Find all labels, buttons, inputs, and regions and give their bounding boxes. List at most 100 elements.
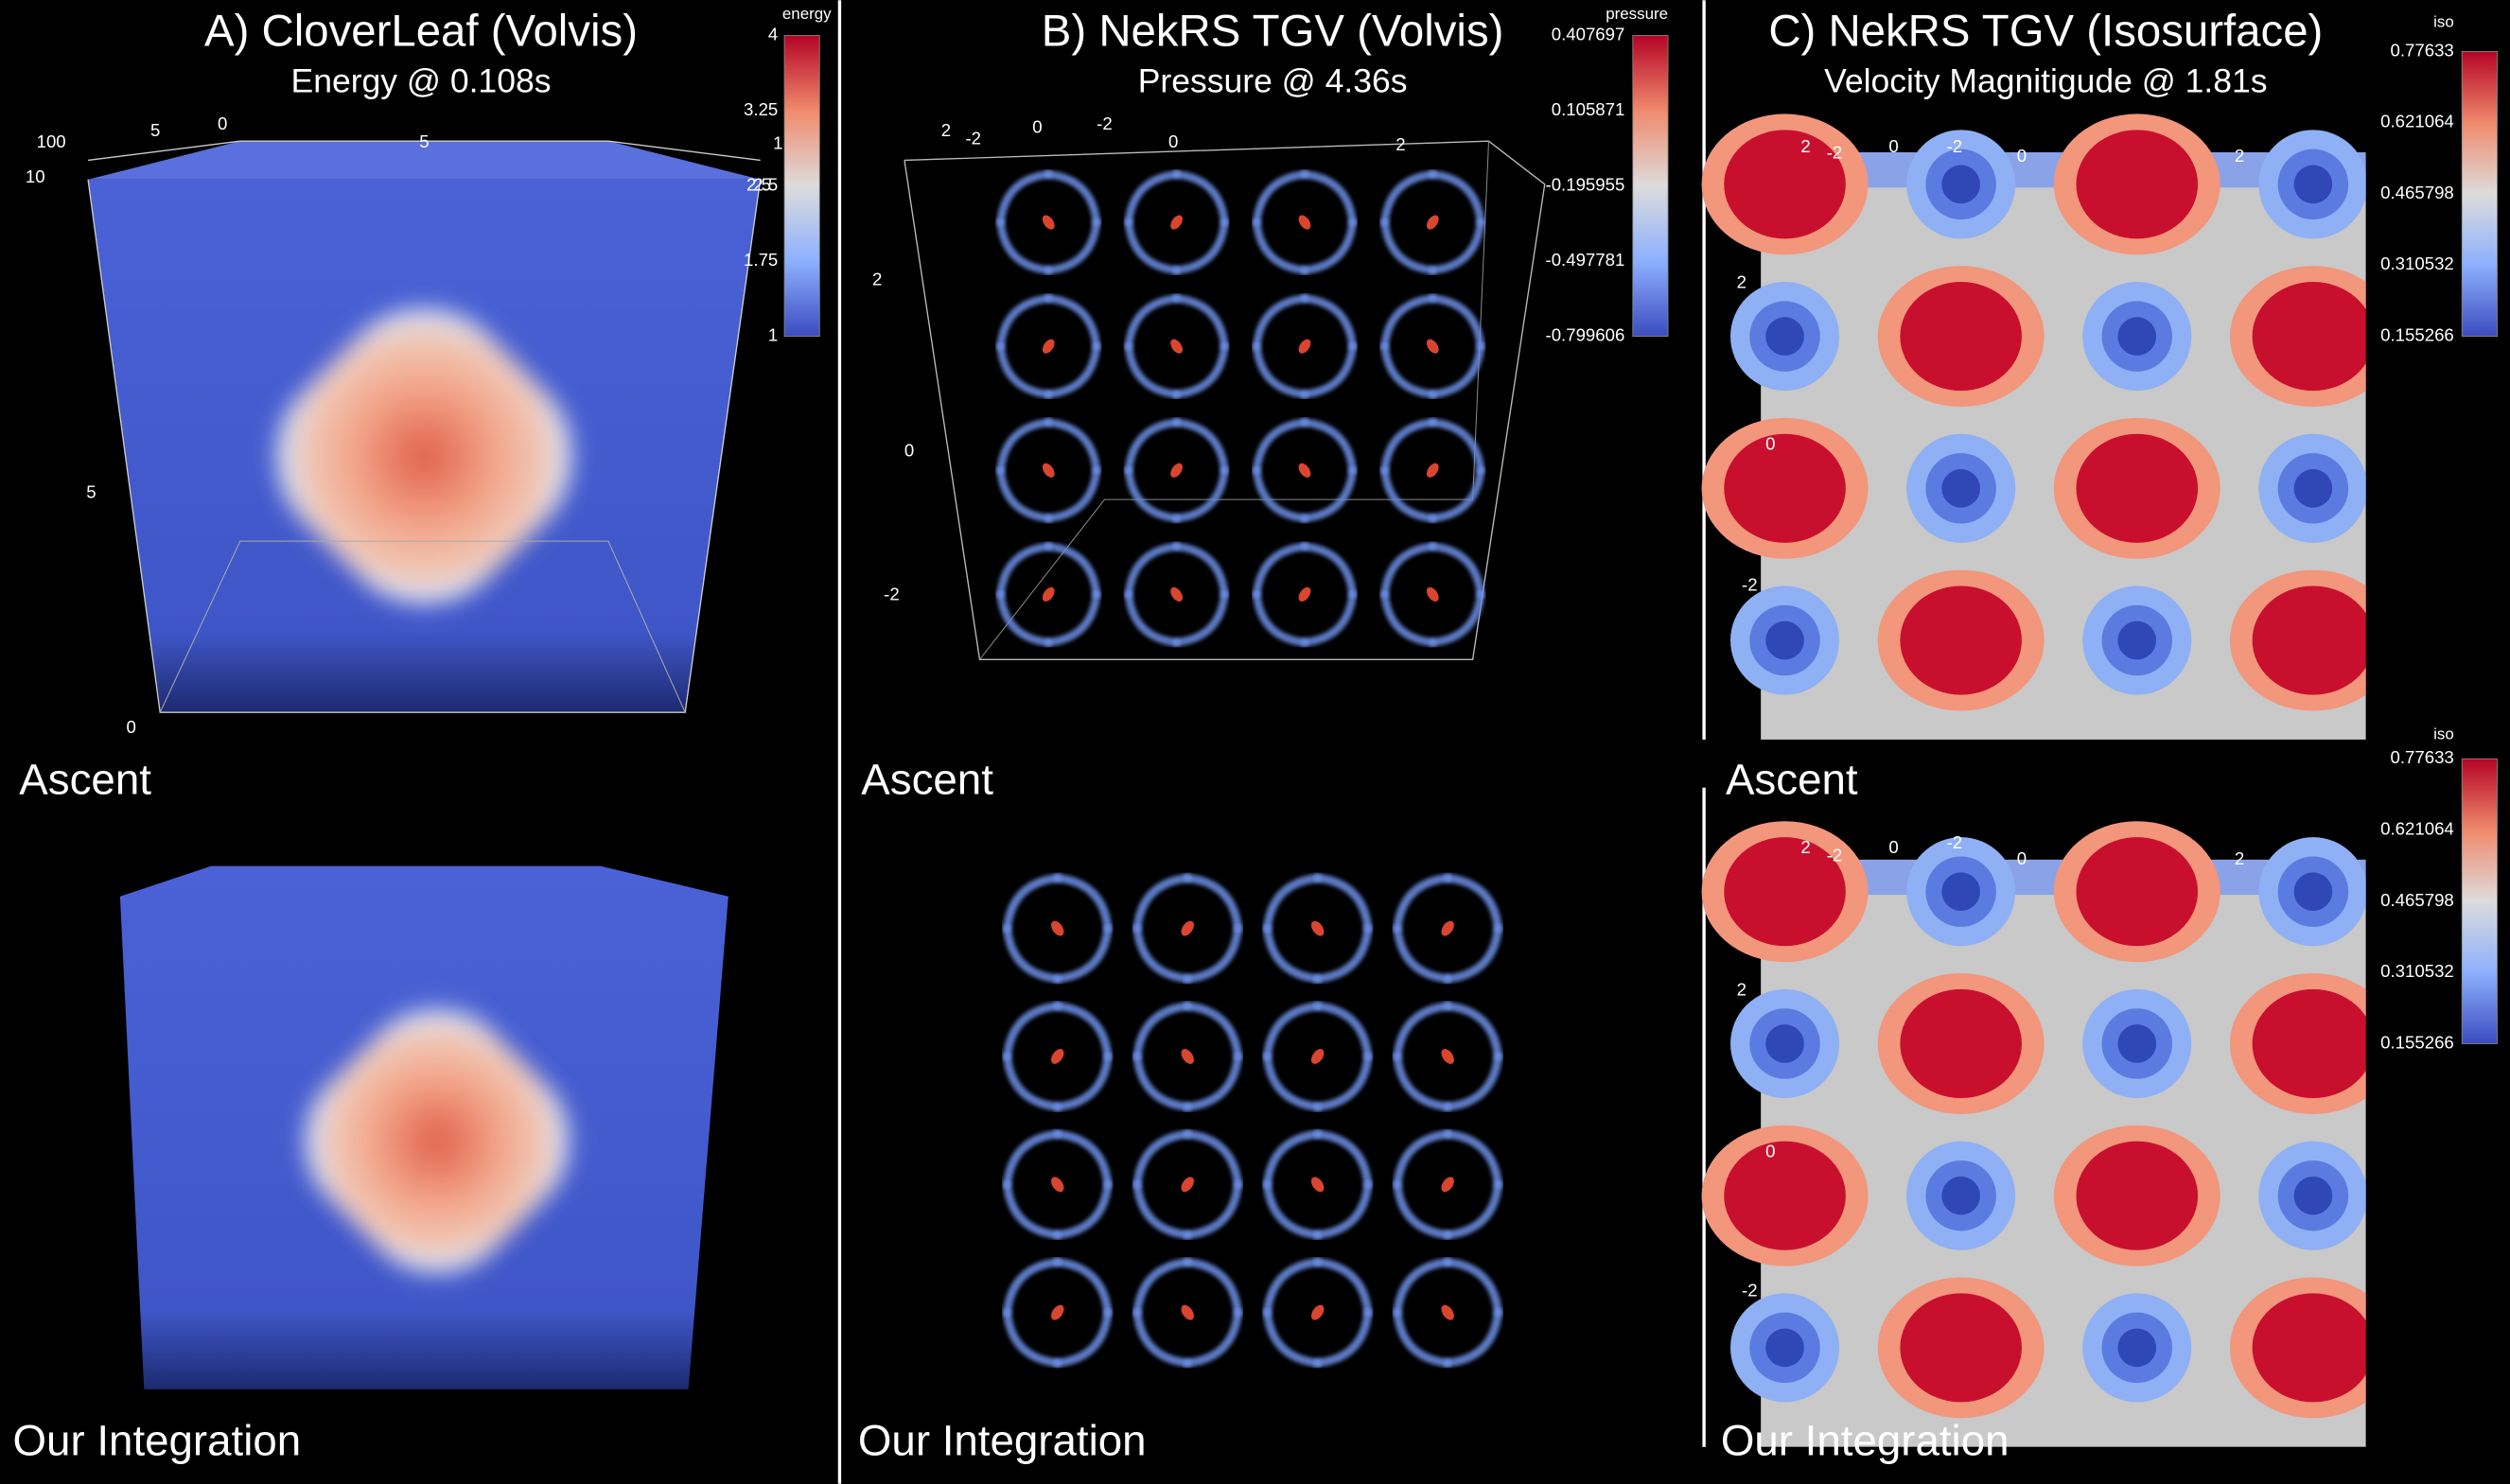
colorbar-label: pressure bbox=[1606, 5, 1668, 23]
axis-tick-label: 10 bbox=[26, 166, 45, 186]
axis-tick-label: -2 bbox=[1097, 113, 1113, 133]
method-label: Our Integration bbox=[13, 1416, 302, 1464]
render-a-top bbox=[87, 140, 762, 713]
panel-subtitle: Velocity Magnitigude @ 1.81s bbox=[1824, 62, 2267, 100]
axis-tick-label: 0 bbox=[127, 717, 136, 737]
iso-mask bbox=[1664, 739, 2386, 788]
vortex-arc bbox=[1003, 924, 1062, 984]
colorbar-tick-label: 1.75 bbox=[744, 250, 778, 270]
axis-tick-label: 5 bbox=[86, 481, 96, 501]
vortex-core bbox=[1042, 215, 1055, 230]
vortex-arc bbox=[1124, 170, 1181, 227]
colorbar-tick-label: 0.621064 bbox=[2380, 112, 2454, 131]
iso-blue-inner bbox=[1765, 1328, 1804, 1368]
axis-tick-label: 1 bbox=[773, 132, 782, 152]
vortex-core bbox=[1170, 339, 1183, 354]
vortex-core bbox=[1181, 1049, 1194, 1064]
vortex-core bbox=[1181, 1304, 1194, 1320]
vortex-arc bbox=[1313, 1002, 1373, 1061]
method-label: Our Integration bbox=[858, 1416, 1147, 1464]
vortex-arc bbox=[1183, 924, 1242, 984]
vortex-core bbox=[1426, 463, 1439, 478]
vortex-arc bbox=[1172, 418, 1229, 475]
colorbar-tick-label: 0.77633 bbox=[2391, 40, 2454, 60]
iso-blue-inner bbox=[1941, 165, 1980, 204]
vortex-arc bbox=[996, 418, 1053, 475]
vortex-core bbox=[1042, 339, 1055, 354]
colorbar-tick-label: 0.407697 bbox=[1552, 24, 1625, 44]
iso-red-inner bbox=[1900, 585, 2022, 695]
vortex-core bbox=[1170, 215, 1183, 230]
iso-blue-inner bbox=[1765, 1024, 1804, 1063]
iso-blue-inner bbox=[2293, 165, 2333, 204]
axis-tick-label: 2 bbox=[872, 269, 882, 288]
vortex-arc bbox=[1044, 418, 1101, 475]
vortex-arc bbox=[1380, 170, 1437, 227]
vortex-arc bbox=[1300, 218, 1357, 275]
axis-tick-label: 0 bbox=[1888, 837, 1898, 857]
vortex-arc bbox=[1393, 1179, 1452, 1240]
vortex-arc bbox=[1393, 1129, 1452, 1189]
iso-red-inner bbox=[1900, 282, 2022, 392]
box-edge bbox=[159, 540, 686, 713]
iso-red-inner bbox=[2076, 837, 2199, 947]
panel-title: A) CloverLeaf (Volvis) bbox=[204, 6, 638, 56]
colorbar-tick-label: 0.310532 bbox=[2380, 961, 2454, 981]
axis-tick-label: 0 bbox=[1765, 434, 1775, 454]
vortex-arc bbox=[1172, 590, 1229, 647]
iso-blue-inner bbox=[2293, 872, 2333, 912]
method-label: Ascent bbox=[861, 756, 993, 804]
vortex-arc bbox=[1252, 294, 1309, 351]
vortex-arc bbox=[1053, 873, 1113, 934]
vortex-arc bbox=[1183, 1179, 1242, 1240]
vortex-arc bbox=[1124, 341, 1181, 399]
vortex-arc bbox=[1132, 1257, 1192, 1318]
colorbar bbox=[783, 35, 820, 338]
panel-title: B) NekRS TGV (Volvis) bbox=[1042, 6, 1504, 56]
box-edge bbox=[87, 179, 762, 713]
colorbar-tick-label: 0.155266 bbox=[2380, 325, 2454, 345]
vortex-core bbox=[1051, 920, 1064, 936]
vortex-arc bbox=[1380, 341, 1437, 399]
vortex-arc bbox=[1262, 1257, 1323, 1318]
colorbar-tick-label: 0.155266 bbox=[2380, 1032, 2454, 1052]
method-label: Ascent bbox=[1726, 756, 1858, 804]
colorbar-tick-label: -0.195955 bbox=[1546, 174, 1625, 194]
vortex-arc bbox=[1429, 294, 1485, 351]
iso-red-inner bbox=[2076, 1141, 2199, 1250]
vortex-arc bbox=[1429, 542, 1485, 599]
iso-blue-inner bbox=[2117, 1328, 2157, 1368]
vortex-arc bbox=[1124, 542, 1181, 599]
iso-blue-inner bbox=[2293, 469, 2333, 508]
vortex-arc bbox=[1183, 1129, 1242, 1189]
colorbar-tick-label: 0.105871 bbox=[1552, 99, 1625, 119]
panel-subtitle: Energy @ 0.108s bbox=[291, 62, 552, 100]
vortex-core bbox=[1310, 1049, 1325, 1064]
vortex-arc bbox=[1053, 1308, 1113, 1368]
vortex-arc bbox=[1044, 590, 1101, 647]
iso-red-inner bbox=[1900, 1293, 2022, 1403]
vortex-arc bbox=[1393, 1308, 1452, 1368]
vortex-arc bbox=[1132, 1002, 1192, 1061]
vortex-arc bbox=[1443, 1308, 1502, 1368]
iso-red-inner bbox=[2076, 433, 2199, 543]
vortex-core bbox=[1170, 463, 1183, 478]
vortex-arc bbox=[1380, 590, 1437, 647]
axis-tick-label: 0 bbox=[2017, 848, 2027, 868]
vortex-core bbox=[1441, 1177, 1454, 1193]
vortex-arc bbox=[1429, 341, 1485, 399]
iso-red-inner bbox=[2252, 282, 2375, 392]
vortex-arc bbox=[1443, 1052, 1502, 1111]
vortex-arc bbox=[1132, 1179, 1192, 1240]
iso-mask bbox=[2365, 144, 2459, 753]
axis-tick-label: 0 bbox=[1168, 131, 1178, 151]
colorbar-tick-label: -0.497781 bbox=[1546, 250, 1625, 270]
vortex-arc bbox=[1313, 1257, 1373, 1318]
vortex-arc bbox=[1262, 924, 1323, 984]
vortex-core bbox=[1310, 1304, 1325, 1320]
axis-tick-label: 2 bbox=[941, 120, 951, 140]
iso-red-inner bbox=[2252, 1293, 2375, 1403]
vortex-arc bbox=[1443, 1257, 1502, 1318]
vortex-arc bbox=[1183, 1002, 1242, 1061]
vortex-arc bbox=[1172, 170, 1229, 227]
